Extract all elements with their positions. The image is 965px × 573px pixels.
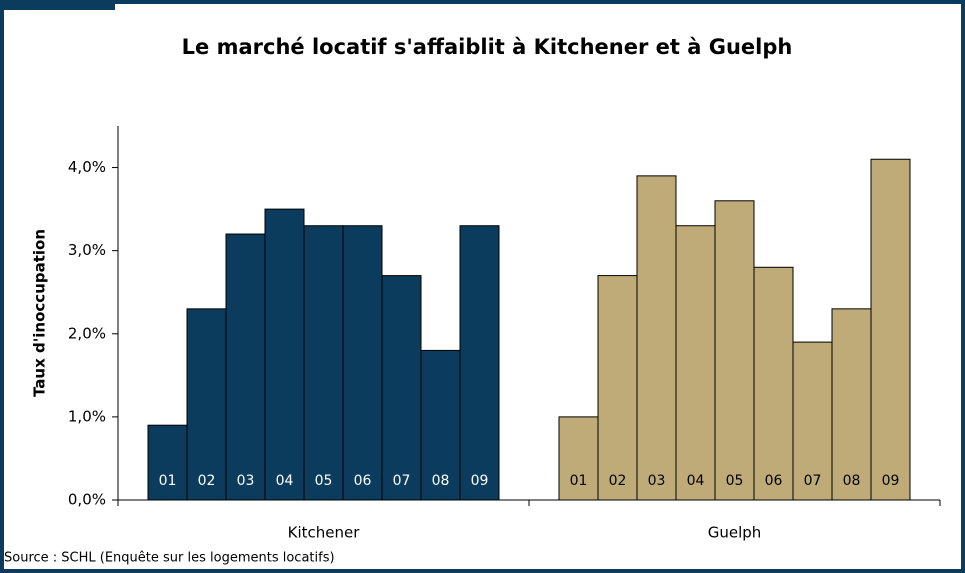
chart-title: Le marché locatif s'affaiblit à Kitchene… — [182, 35, 793, 59]
bar — [870, 158, 911, 501]
bar — [303, 225, 344, 501]
bar-label: 03 — [237, 473, 255, 489]
bar — [753, 266, 794, 501]
bar-label: 03 — [648, 473, 666, 489]
bar-label: 05 — [315, 473, 333, 489]
bar-label: 01 — [159, 473, 177, 489]
bar-label: 05 — [726, 473, 744, 489]
bar — [597, 275, 638, 501]
bar — [225, 233, 266, 501]
bar-label: 09 — [471, 473, 489, 489]
y-tick-label: 0,0% — [68, 491, 106, 509]
bar — [792, 341, 833, 501]
bar-label: 06 — [765, 473, 783, 489]
y-tick-label: 4,0% — [68, 158, 106, 176]
y-tick-label: 1,0% — [68, 407, 106, 425]
bar — [264, 208, 305, 501]
tab — [0, 0, 115, 10]
bar — [558, 416, 599, 501]
bar — [381, 275, 422, 501]
bar — [675, 225, 716, 501]
y-axis-label: Taux d'inoccupation — [31, 229, 49, 397]
bar-label: 02 — [609, 473, 627, 489]
y-tick-label: 2,0% — [68, 324, 106, 342]
bar-label: 04 — [687, 473, 705, 489]
bar-label: 07 — [393, 473, 411, 489]
bar-label: 06 — [354, 473, 372, 489]
bar-label: 09 — [882, 473, 900, 489]
bar — [714, 200, 755, 501]
y-tick-label: 3,0% — [68, 241, 106, 259]
bar — [420, 349, 461, 501]
x-tick-label: Guelph — [708, 524, 762, 542]
x-tick-label: Kitchener — [288, 524, 361, 542]
bar — [636, 175, 677, 501]
bar-label: 04 — [276, 473, 294, 489]
bar — [831, 308, 872, 501]
bar — [147, 424, 188, 501]
bar — [186, 308, 227, 501]
bar-label: 07 — [804, 473, 822, 489]
bar — [459, 225, 500, 501]
bar-label: 02 — [198, 473, 216, 489]
bar-label: 08 — [843, 473, 861, 489]
bar — [342, 225, 383, 501]
bar-label: 01 — [570, 473, 588, 489]
bar-label: 08 — [432, 473, 450, 489]
source: Source : SCHL (Enquête sur les logements… — [4, 551, 335, 566]
